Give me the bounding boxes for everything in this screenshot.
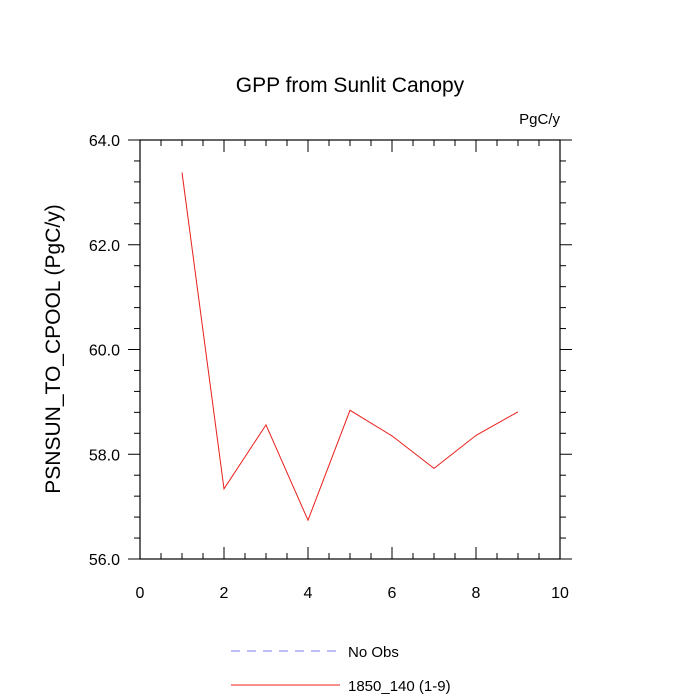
y-tick-label: 60.0 [89, 343, 120, 360]
y-tick-label: 58.0 [89, 447, 120, 464]
y-tick-label: 56.0 [89, 552, 120, 569]
x-tick-label: 10 [551, 585, 569, 602]
y-tick-label: 62.0 [89, 238, 120, 255]
legend: No Obs 1850_140 (1-9) [231, 644, 451, 695]
x-tick-label: 4 [304, 585, 313, 602]
chart-title: GPP from Sunlit Canopy [236, 74, 465, 97]
x-tick-label: 2 [220, 585, 229, 602]
series-line [181, 172, 519, 522]
x-tick-label: 6 [388, 585, 397, 602]
units-label: PgC/y [519, 111, 560, 128]
legend-label: 1850_140 (1-9) [348, 678, 451, 695]
y-axis-label: PSNSUN_TO_CPOOL (PgC/y) [42, 204, 65, 493]
series-lines [181, 172, 519, 522]
x-tick-label: 0 [136, 585, 145, 602]
axis-tick-labels: 0 2 4 6 8 10 56.0 58.0 60.0 62.0 64.0 [89, 133, 569, 602]
plot-frame [139, 139, 561, 560]
y-tick-label: 64.0 [89, 133, 120, 150]
x-tick-label: 8 [472, 585, 481, 602]
legend-label: No Obs [348, 644, 399, 661]
